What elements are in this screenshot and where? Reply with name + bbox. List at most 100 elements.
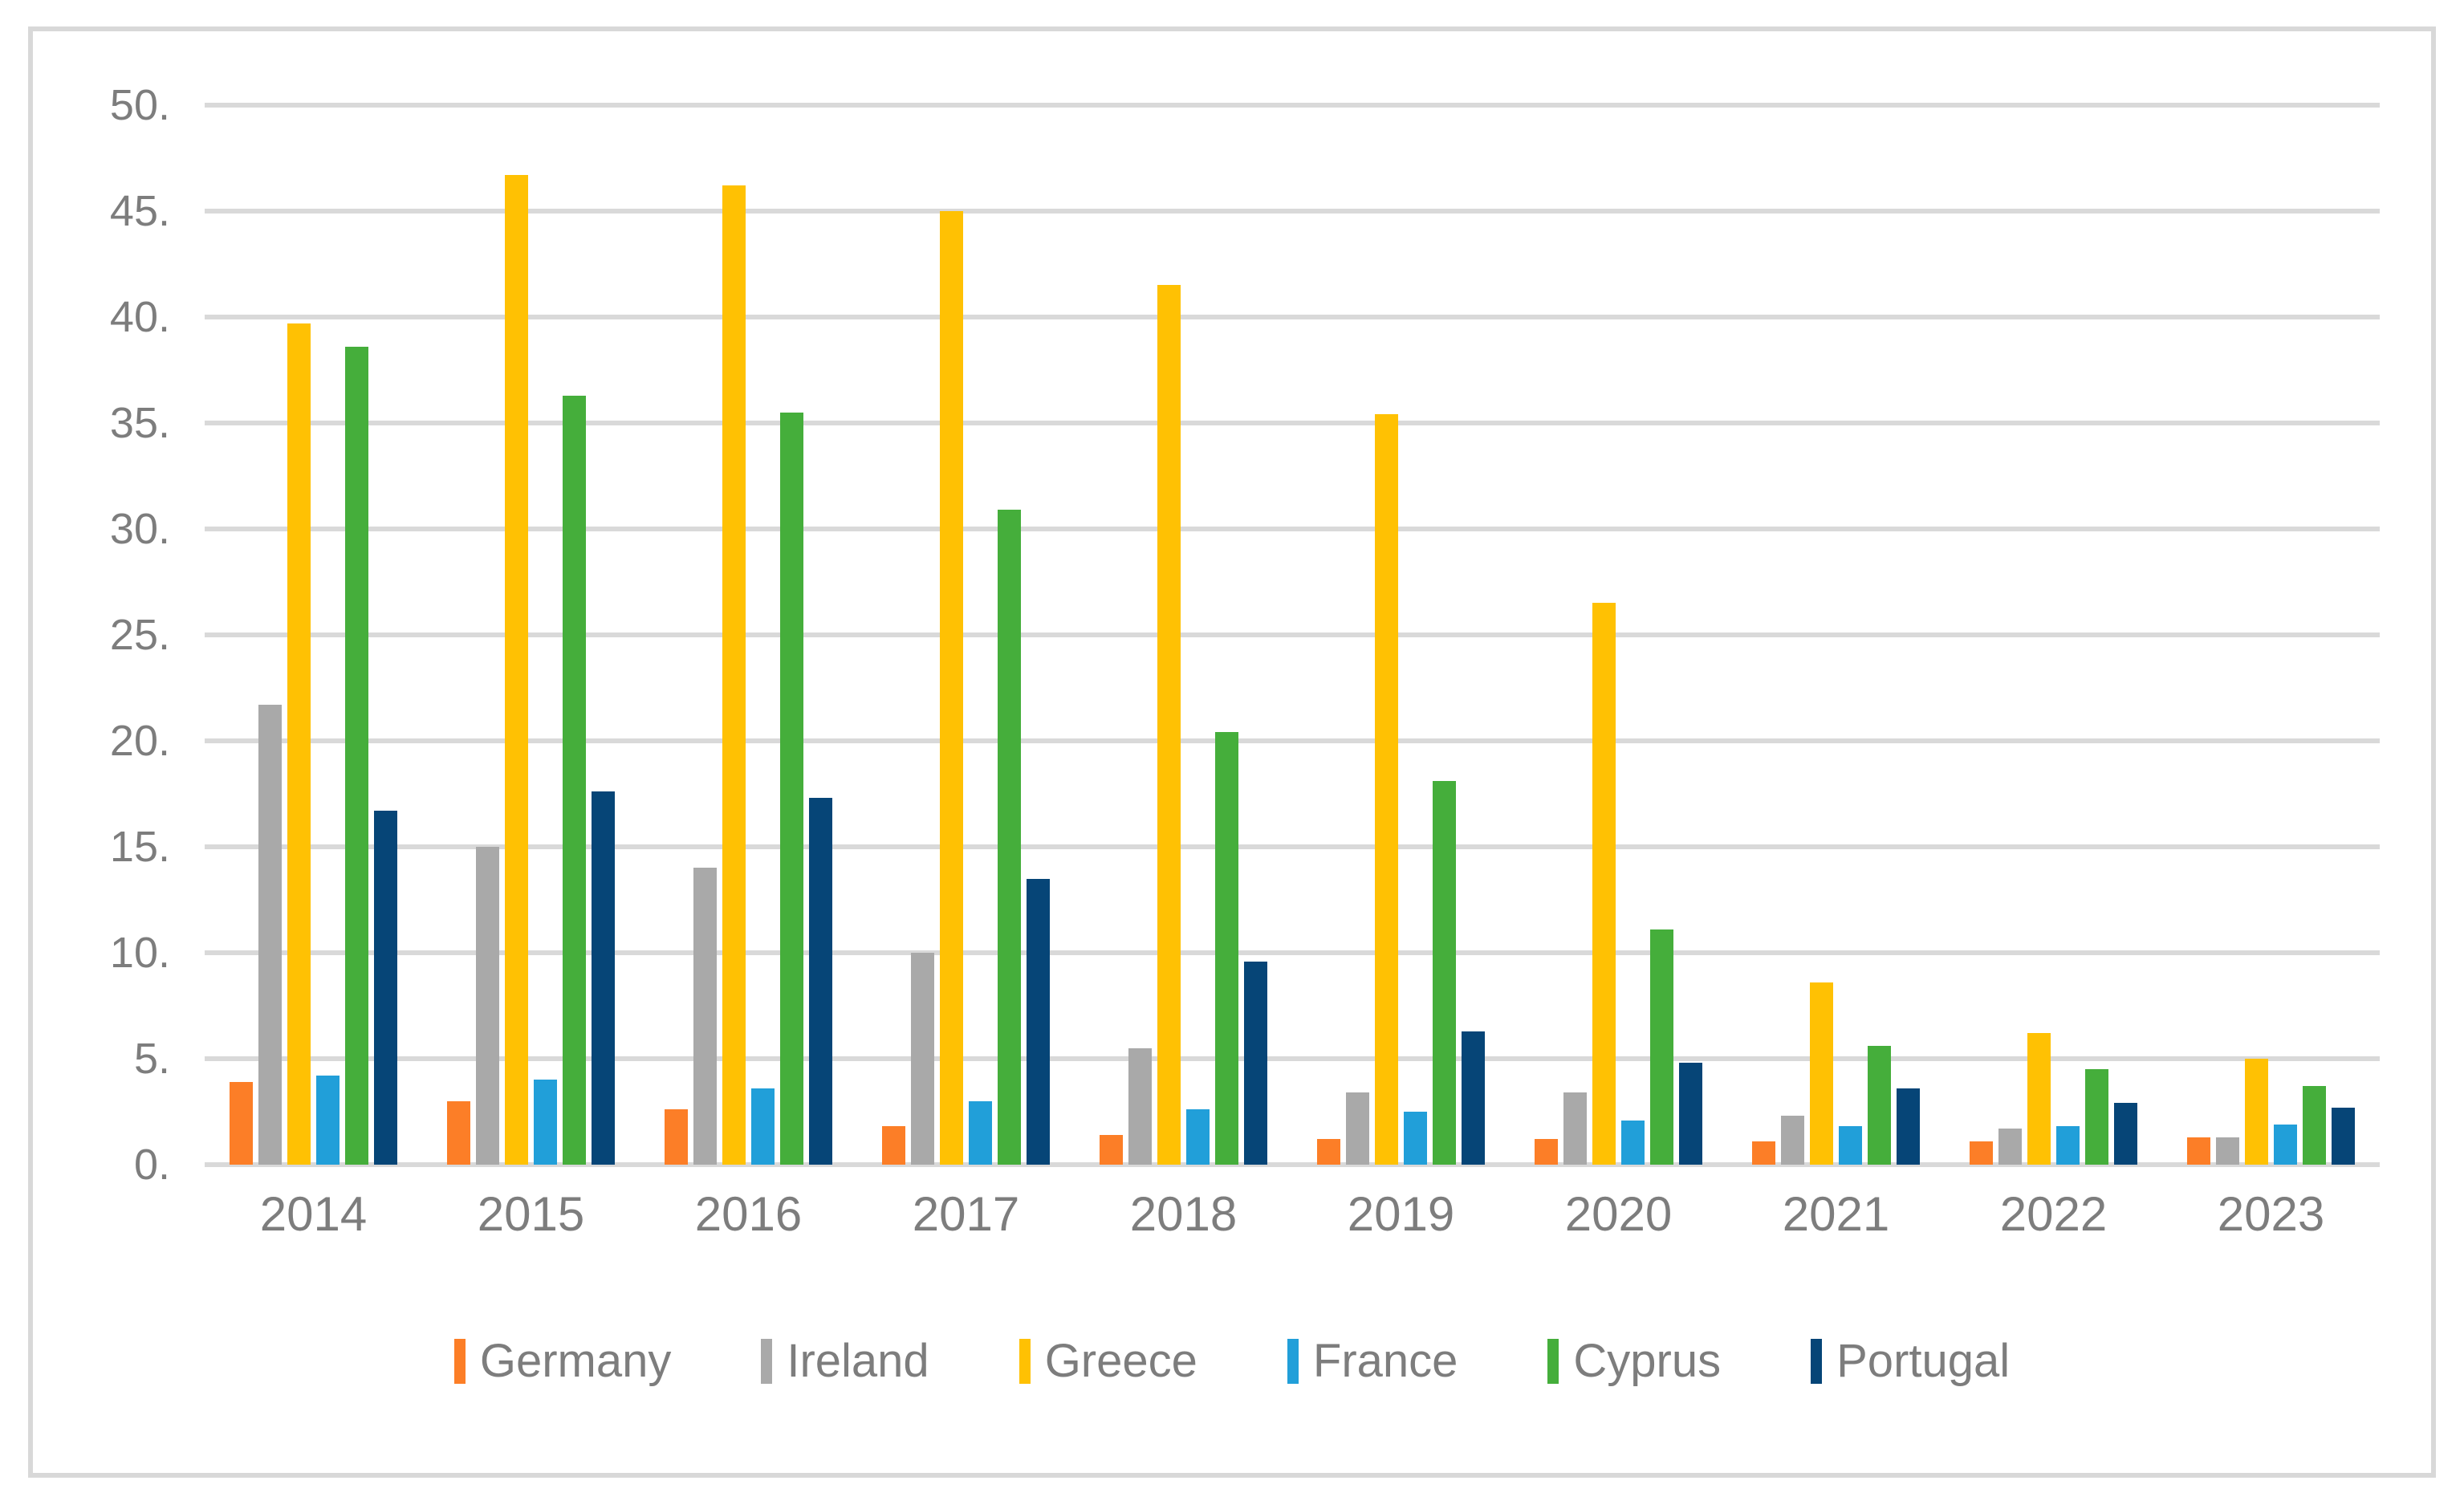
bar-portugal <box>1244 961 1267 1165</box>
bar-ireland <box>911 953 934 1165</box>
bar-greece <box>2245 1059 2268 1165</box>
bar-france <box>1839 1126 1862 1165</box>
bar-france <box>1186 1109 1210 1165</box>
bar-portugal <box>592 791 615 1165</box>
bar-cyprus <box>563 395 586 1165</box>
bar-ireland <box>1998 1129 2022 1165</box>
bar-greece <box>1592 603 1616 1165</box>
legend-item-cyprus: Cyprus <box>1547 1334 1721 1388</box>
bar-germany <box>1317 1139 1340 1165</box>
bar-ireland <box>693 868 717 1165</box>
legend-swatch-greece <box>1019 1338 1031 1384</box>
legend-item-france: France <box>1287 1334 1458 1388</box>
bar-france <box>316 1076 340 1165</box>
bar-cyprus <box>2303 1086 2326 1165</box>
bar-germany <box>1752 1141 1775 1165</box>
y-tick-label: 35. <box>109 399 170 447</box>
bar-greece <box>505 175 528 1165</box>
bar-greece <box>1375 414 1398 1165</box>
bar-groups <box>205 105 2380 1165</box>
bar-portugal <box>1897 1088 1920 1165</box>
bar-france <box>1621 1120 1645 1165</box>
gridline <box>205 527 2380 531</box>
legend-item-greece: Greece <box>1019 1334 1197 1388</box>
legend-item-ireland: Ireland <box>761 1334 929 1388</box>
bar-group <box>1727 105 1945 1165</box>
bar-cyprus <box>780 412 803 1165</box>
bar-group <box>640 105 857 1165</box>
bar-portugal <box>2114 1103 2137 1165</box>
bar-group <box>1075 105 1292 1165</box>
gridline <box>205 315 2380 319</box>
bar-france <box>2056 1126 2080 1165</box>
bar-portugal <box>1027 878 1050 1165</box>
bar-portugal <box>2332 1107 2355 1165</box>
bar-greece <box>1810 982 1833 1165</box>
gridline <box>205 1162 2380 1167</box>
x-tick-label: 2022 <box>1999 1187 2108 1241</box>
x-tick-label: 2018 <box>1129 1187 1238 1241</box>
bar-ireland <box>2216 1137 2239 1165</box>
bar-group <box>2162 105 2380 1165</box>
gridline <box>205 844 2380 849</box>
bar-greece <box>722 185 746 1165</box>
legend-swatch-ireland <box>761 1338 773 1384</box>
bar-ireland <box>258 705 282 1165</box>
legend-label: France <box>1312 1335 1458 1387</box>
bar-portugal <box>1679 1063 1702 1165</box>
bar-cyprus <box>2085 1069 2108 1165</box>
x-tick-label: 2017 <box>912 1187 1020 1241</box>
gridline <box>205 103 2380 108</box>
y-tick-label: 10. <box>109 929 170 977</box>
plot-area <box>205 103 2380 1167</box>
bar-ireland <box>476 847 499 1165</box>
x-tick-label: 2015 <box>477 1187 585 1241</box>
bar-group <box>205 105 422 1165</box>
bar-germany <box>2187 1137 2210 1165</box>
bar-france <box>534 1080 557 1165</box>
bar-greece <box>940 211 963 1165</box>
x-tick-label: 2020 <box>1564 1187 1673 1241</box>
y-tick-label: 25. <box>109 611 170 659</box>
bar-ireland <box>1563 1092 1587 1165</box>
bar-group <box>1292 105 1510 1165</box>
bar-france <box>969 1100 992 1165</box>
legend-label: Ireland <box>787 1335 929 1387</box>
legend-label: Portugal <box>1836 1335 2011 1387</box>
gridline <box>205 633 2380 637</box>
bar-group <box>1945 105 2162 1165</box>
legend: Germany Ireland Greece France Cyprus Portugal <box>0 1334 2464 1388</box>
bar-group <box>857 105 1075 1165</box>
bar-group <box>1510 105 1727 1165</box>
legend-label: Cyprus <box>1573 1335 1722 1387</box>
bar-germany <box>230 1082 253 1165</box>
bar-france <box>751 1088 775 1165</box>
bar-ireland <box>1781 1116 1804 1165</box>
bar-greece <box>287 323 311 1165</box>
bar-portugal <box>809 798 832 1165</box>
legend-item-germany: Germany <box>453 1334 672 1388</box>
bar-portugal <box>1462 1031 1485 1165</box>
legend-label: Germany <box>479 1335 672 1387</box>
y-tick-label: 5. <box>133 1035 170 1083</box>
x-tick-label: 2023 <box>2217 1187 2325 1241</box>
y-tick-label: 20. <box>109 717 170 765</box>
x-tick-label: 2021 <box>1782 1187 1890 1241</box>
bar-cyprus <box>998 510 1021 1165</box>
y-tick-label: 50. <box>109 81 170 129</box>
gridline <box>205 738 2380 743</box>
bar-ireland <box>1346 1092 1369 1165</box>
bar-group <box>422 105 640 1165</box>
bar-germany <box>447 1100 470 1165</box>
y-tick-label: 0. <box>133 1141 170 1189</box>
legend-label: Greece <box>1044 1335 1197 1387</box>
y-tick-label: 40. <box>109 293 170 341</box>
legend-item-portugal: Portugal <box>1811 1334 2010 1388</box>
gridline <box>205 950 2380 955</box>
bar-ireland <box>1128 1047 1152 1165</box>
legend-swatch-portugal <box>1811 1338 1823 1384</box>
bar-cyprus <box>1433 781 1456 1165</box>
bar-germany <box>1535 1139 1558 1165</box>
y-tick-label: 15. <box>109 823 170 871</box>
y-axis: 0. 5. 10. 15. 20. 25. 30. 35. 40. 45. 50. <box>0 83 170 1186</box>
